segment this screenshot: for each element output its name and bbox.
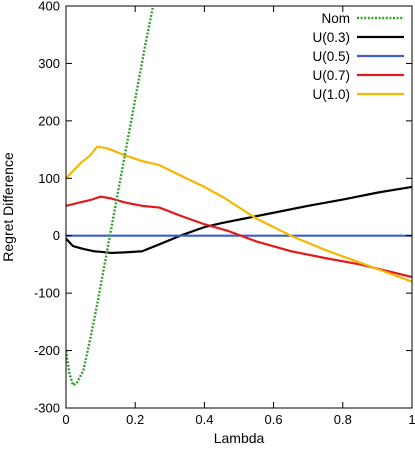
- x-tick-label: 1: [408, 412, 415, 427]
- series-line-u-1-0: [66, 145, 412, 283]
- series-layer: [66, 6, 412, 387]
- x-tick-label: 0.8: [334, 412, 352, 427]
- y-tick-label: 400: [38, 0, 60, 14]
- x-tick-label: 0: [62, 412, 69, 427]
- legend: Nom U(0.3) U(0.5) U(0.7) U(1.0): [312, 11, 404, 102]
- series-line-nom: [66, 6, 155, 387]
- legend-label: U(0.5): [312, 49, 350, 64]
- y-axis-title: Regret Difference: [0, 152, 16, 262]
- x-tick-label: 0.2: [126, 412, 144, 427]
- series-line-u-0-7: [66, 195, 412, 279]
- series-line-u-0-3: [66, 185, 412, 255]
- y-tick-label: 300: [38, 56, 60, 71]
- y-tick-label: 200: [38, 113, 60, 128]
- y-tick-label: 100: [38, 171, 60, 186]
- legend-label: U(1.0): [312, 87, 350, 102]
- legend-label: Nom: [321, 11, 350, 26]
- y-tick-label: -100: [34, 286, 60, 301]
- x-tick-label: 0.4: [195, 412, 213, 427]
- tick-layer: -300 -200 -100 0 100 200 300 400 0 0.2 0.4 0.6 0.8 1: [34, 0, 415, 427]
- plot-frame: [65, 5, 413, 409]
- y-tick-label: -200: [34, 343, 60, 358]
- x-axis-title: Lambda: [214, 430, 265, 446]
- x-tick-label: 0.6: [265, 412, 283, 427]
- legend-label: U(0.3): [312, 30, 350, 45]
- y-tick-label: -300: [34, 401, 60, 416]
- legend-label: U(0.7): [312, 68, 350, 83]
- y-tick-label: 0: [53, 228, 60, 243]
